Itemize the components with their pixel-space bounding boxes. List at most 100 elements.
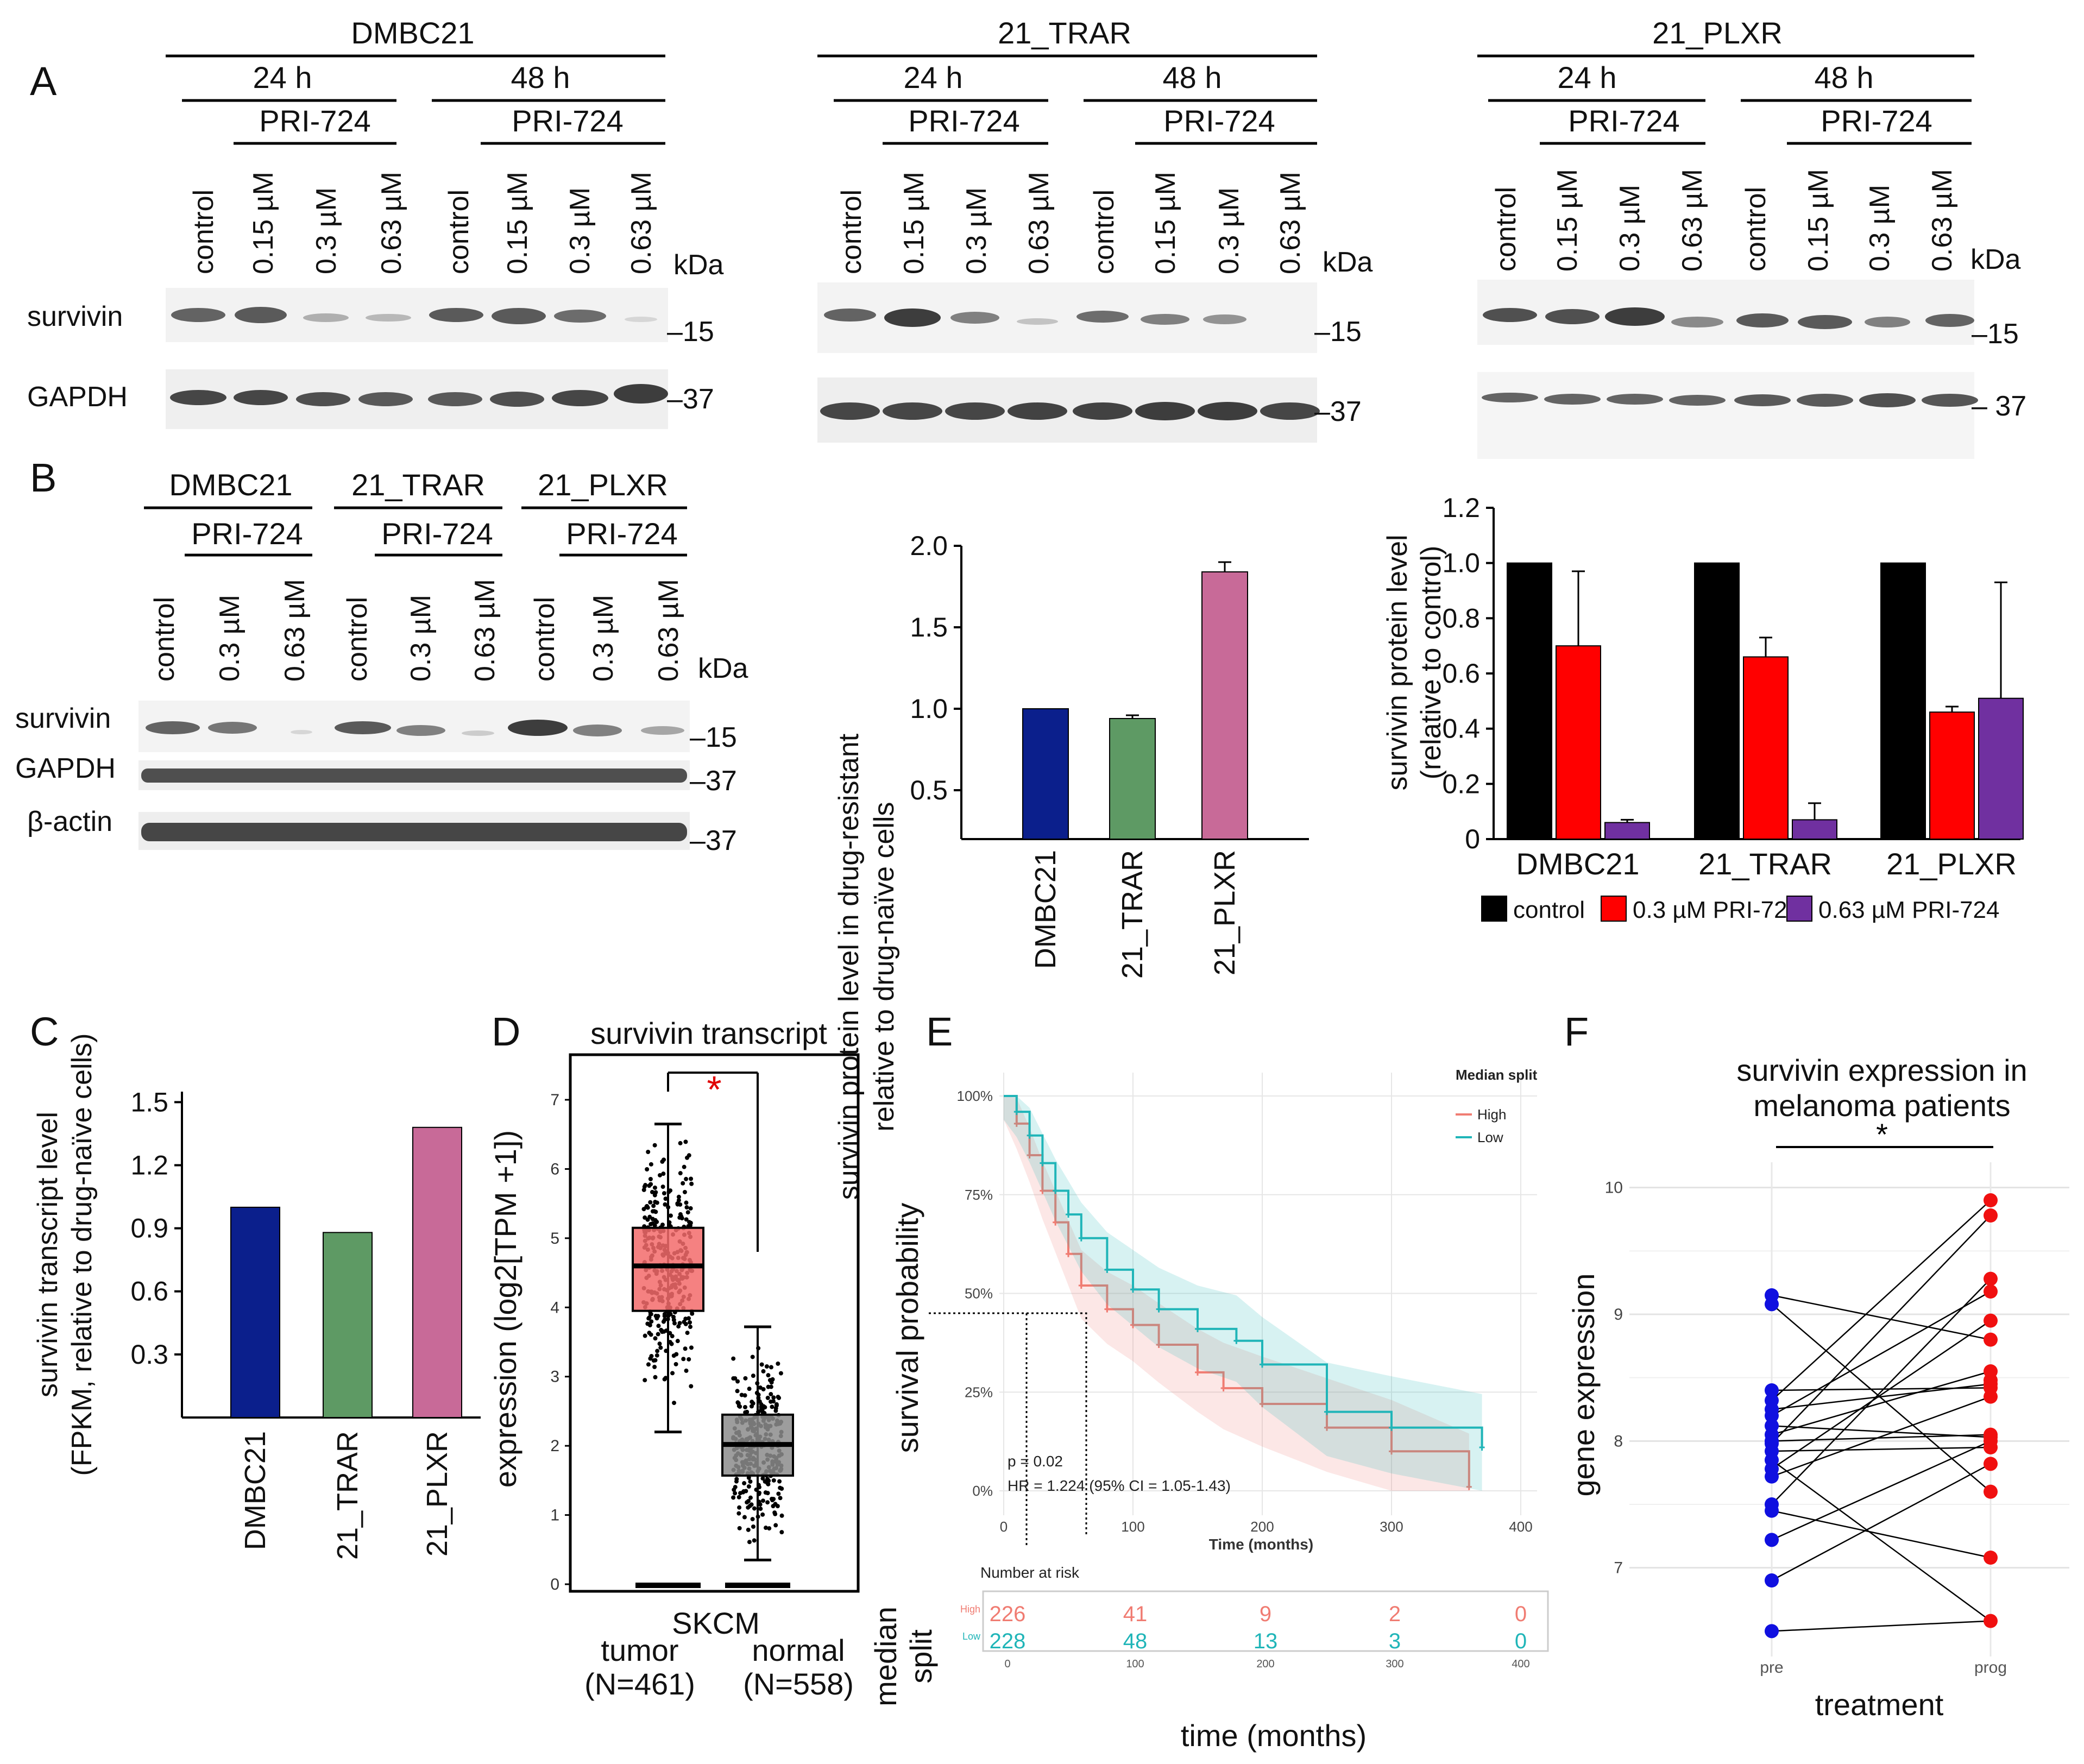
ci-band-low [1004, 1096, 1482, 1491]
jitter-point [654, 1353, 659, 1358]
legend-swatch [1481, 896, 1507, 922]
jitter-point [649, 1312, 653, 1316]
y-tick-label: 6 [550, 1160, 559, 1178]
y-axis-label: relative to drug-naïve cells [868, 802, 900, 1132]
bar-21_plxr-2 [1978, 697, 2024, 840]
jitter-point [663, 1202, 668, 1207]
x-tick-label: DMBC21 [239, 1431, 272, 1550]
jitter-point [660, 1185, 665, 1189]
y-tick-label: 10 [1605, 1179, 1623, 1197]
y-tick-label: 50% [965, 1286, 993, 1302]
jitter-point [646, 1149, 651, 1154]
jitter-point [678, 1171, 683, 1176]
y-tick-label: 1.5 [910, 612, 948, 642]
x-axis-label: SKCM [672, 1606, 760, 1640]
x-tick-label: 21_TRAR [1698, 847, 1832, 881]
jitter-point [668, 1213, 673, 1218]
jitter-point [676, 1198, 681, 1203]
blot-header-drug: PRI-724 [191, 516, 303, 551]
lane-label: 0.63 µM [1275, 172, 1306, 274]
x-tick-label: 100 [1121, 1519, 1144, 1535]
jitter-point [683, 1321, 688, 1326]
risk-value: 9 [1260, 1602, 1271, 1626]
jitter-point [778, 1371, 783, 1376]
jitter-point [671, 1318, 676, 1322]
lane-label: control [1088, 190, 1120, 274]
risk-title: Number at risk [980, 1564, 1080, 1581]
point-prog [1984, 1484, 1998, 1499]
jitter-point [687, 1220, 692, 1225]
risk-x-tick: 400 [1512, 1658, 1529, 1670]
x-tick-label: pre [1760, 1659, 1783, 1677]
pair-line [1771, 1446, 1991, 1452]
point-prog [1984, 1313, 1998, 1328]
point-pre [1765, 1297, 1779, 1312]
jitter-point [735, 1379, 740, 1384]
jitter-point [653, 1218, 658, 1223]
x-tick-label: 400 [1509, 1519, 1532, 1535]
legend-title: Median split [1456, 1067, 1538, 1083]
lane-label: control [1740, 187, 1772, 272]
jitter-point [733, 1485, 738, 1490]
lane-label: 0.63 µM [376, 172, 407, 274]
point-prog [1984, 1208, 1998, 1223]
jitter-point [646, 1362, 651, 1367]
jitter-point [685, 1210, 690, 1215]
jitter-point [660, 1223, 665, 1227]
jitter-point [731, 1356, 736, 1361]
lane-label: 0.3 µM [588, 595, 619, 682]
y-tick-label: 7 [1614, 1559, 1623, 1577]
risk-value: 0 [1515, 1629, 1527, 1653]
point-prog [1984, 1332, 1998, 1347]
jitter-point [670, 1334, 675, 1339]
pair-line [1771, 1510, 1991, 1559]
blot-header-cellline: 21_PLXR [538, 468, 668, 502]
jitter-point [662, 1377, 667, 1382]
bar-dmbc21-0 [1507, 562, 1552, 840]
jitter-point [689, 1345, 694, 1350]
lane-label: control [149, 597, 180, 682]
legend-swatch [1601, 896, 1627, 922]
blot-header-cellline: DMBC21 [351, 16, 474, 50]
jitter-point [742, 1393, 747, 1398]
lane-label: 0.15 µM [248, 172, 279, 274]
side-label: split [904, 1629, 938, 1684]
bar-21_plxr [412, 1126, 462, 1418]
lane-label: 0.15 µM [898, 172, 930, 274]
jitter-point [779, 1486, 784, 1491]
y-tick-label: 100% [957, 1088, 993, 1104]
jitter-point [773, 1523, 778, 1528]
y-tick-label: 0.2 [1442, 768, 1480, 799]
jitter-point [675, 1202, 680, 1207]
jitter-point [739, 1393, 744, 1397]
jitter-point [660, 1330, 665, 1334]
jitter-point [654, 1316, 659, 1321]
jitter-point [678, 1212, 683, 1217]
blot-header-drug: PRI-724 [259, 104, 370, 138]
pair-line [1771, 1215, 1991, 1444]
lane-label: 0.63 µM [469, 579, 501, 682]
jitter-point [769, 1380, 774, 1385]
chart-e: survival probability time (months) media… [868, 1067, 1549, 1753]
jitter-point [746, 1527, 751, 1532]
jitter-point [748, 1479, 753, 1484]
x-tick-label: 200 [1250, 1519, 1274, 1535]
blot-header-cellline: 21_TRAR [998, 16, 1131, 50]
x-tick-label: 0 [1000, 1519, 1008, 1535]
jitter-point [743, 1376, 748, 1381]
jitter-point [776, 1395, 780, 1400]
lane-label: 0.3 µM [214, 595, 245, 682]
lane-label: control [836, 190, 867, 274]
jitter-point [684, 1200, 689, 1205]
jitter-point [747, 1387, 752, 1391]
panel-label-d: D [492, 1009, 520, 1054]
point-pre [1765, 1408, 1779, 1423]
blot-header-drug: PRI-724 [381, 516, 493, 551]
pair-line [1771, 1396, 1991, 1477]
bar-dmbc21-2 [1604, 822, 1650, 840]
jitter-point [658, 1345, 663, 1350]
y-tick-label: 0.8 [1442, 603, 1480, 633]
jitter-point [770, 1404, 775, 1409]
blot-header-drug: PRI-724 [908, 104, 1019, 138]
marker-37: –37 [1314, 396, 1362, 427]
